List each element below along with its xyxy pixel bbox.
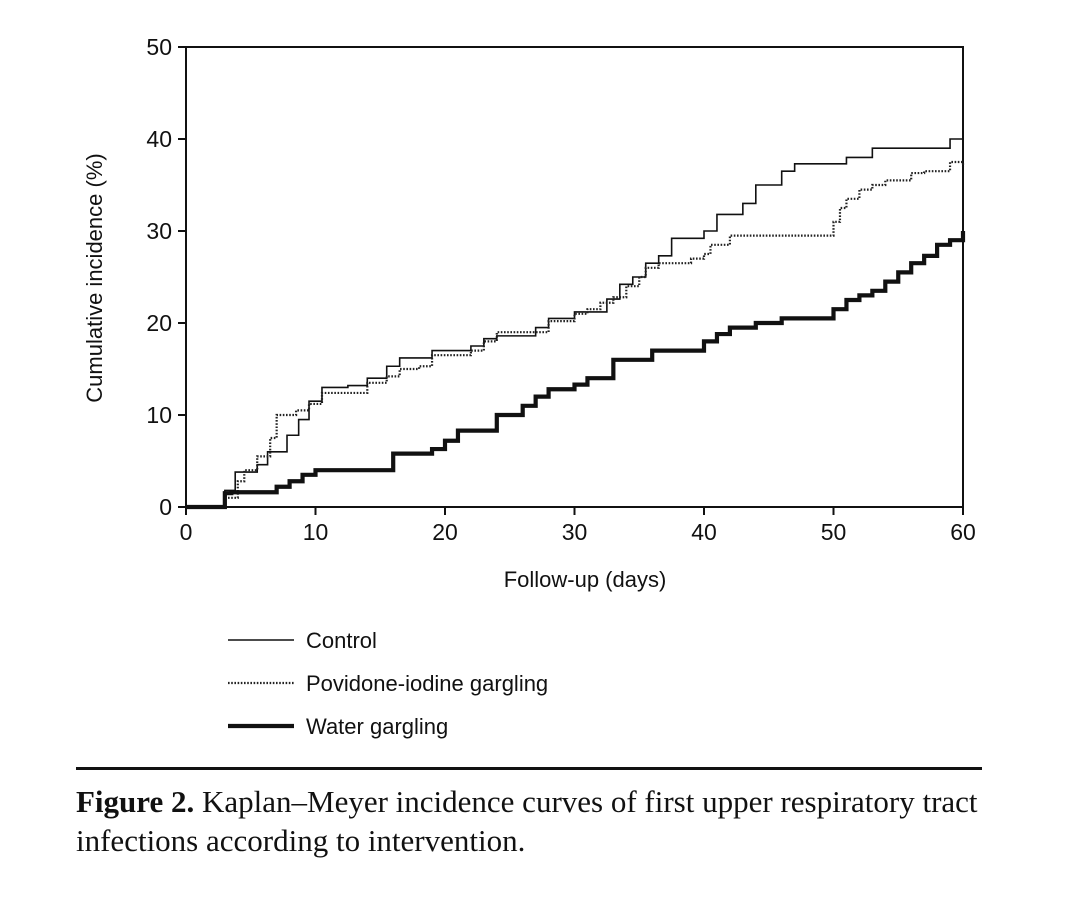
legend-label: Control	[306, 628, 377, 653]
x-tick-label: 50	[821, 519, 847, 545]
y-axis-label: Cumulative incidence (%)	[82, 153, 107, 402]
series-line-povidone-iodine-gargling	[186, 160, 965, 509]
y-tick-label: 50	[146, 34, 172, 60]
figure-label: Figure 2.	[76, 784, 195, 819]
legend-label: Water gargling	[306, 714, 448, 739]
y-axis: 0 10 20 30 40 50	[146, 34, 186, 520]
legend-label: Povidone-iodine gargling	[306, 671, 548, 696]
x-tick-label: 40	[691, 519, 717, 545]
x-tick-label: 30	[562, 519, 588, 545]
x-tick-label: 10	[303, 519, 329, 545]
caption-rule	[76, 767, 982, 770]
legend: Control Povidone-iodine gargling Water gar…	[228, 628, 548, 739]
series-line-control	[186, 131, 964, 508]
series-line-water-gargling	[186, 231, 966, 510]
y-tick-label: 10	[146, 402, 172, 428]
caption-text: Kaplan–Meyer incidence curves of first u…	[76, 784, 978, 858]
x-tick-label: 60	[950, 519, 976, 545]
chart: 0 10 20 30 40 50 60 0 10 20 30 40 50 Follow-up (day…	[82, 34, 976, 739]
y-tick-label: 40	[146, 126, 172, 152]
x-tick-label: 0	[180, 519, 193, 545]
plot-frame	[185, 46, 964, 508]
x-tick-label: 20	[432, 519, 458, 545]
plot-area	[185, 46, 964, 508]
x-axis-label: Follow-up (days)	[504, 567, 667, 592]
y-tick-label: 0	[159, 494, 172, 520]
y-tick-label: 30	[146, 218, 172, 244]
figure-caption: Figure 2. Kaplan–Meyer incidence curves …	[76, 782, 986, 860]
series-layer	[186, 131, 966, 510]
x-axis: 0 10 20 30 40 50 60	[180, 507, 976, 545]
y-tick-label: 20	[146, 310, 172, 336]
